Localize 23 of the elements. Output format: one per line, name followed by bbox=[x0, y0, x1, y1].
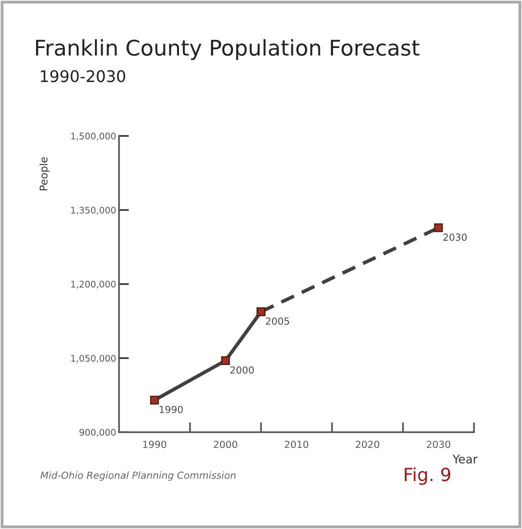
chart-subtitle: 1990-2030 bbox=[40, 70, 126, 82]
x-tick-label: 2030 bbox=[426, 440, 450, 448]
annotation: 2005 bbox=[266, 317, 290, 325]
x-tick-label: 2020 bbox=[356, 440, 380, 448]
annotation: 2030 bbox=[443, 234, 467, 241]
y-tick-label: 1,050,000 bbox=[71, 354, 116, 363]
x-tick-label: 1990 bbox=[143, 440, 166, 448]
caption: Fig. 9 bbox=[404, 467, 450, 485]
annotation: 2000 bbox=[230, 366, 254, 374]
point bbox=[221, 356, 230, 365]
y-tick-label: 900,000 bbox=[79, 428, 116, 437]
chart-title: Franklin County Population Forecast bbox=[36, 39, 420, 60]
y-tick-label: 1,350,000 bbox=[71, 206, 116, 214]
text: Mid-Ohio Regional Planning Commission bbox=[40, 471, 236, 481]
y-tick-label: 1,500,000 bbox=[71, 132, 116, 140]
annotation: 1990 bbox=[160, 406, 183, 414]
x-axis-title: Year bbox=[452, 454, 478, 464]
point bbox=[150, 396, 159, 404]
y-axis-title: People bbox=[39, 157, 50, 190]
x-tick-label: 2000 bbox=[214, 440, 238, 448]
x-tick-label: 2010 bbox=[284, 440, 308, 448]
point bbox=[434, 223, 443, 232]
y-tick-label: 1,200,000 bbox=[71, 280, 116, 289]
